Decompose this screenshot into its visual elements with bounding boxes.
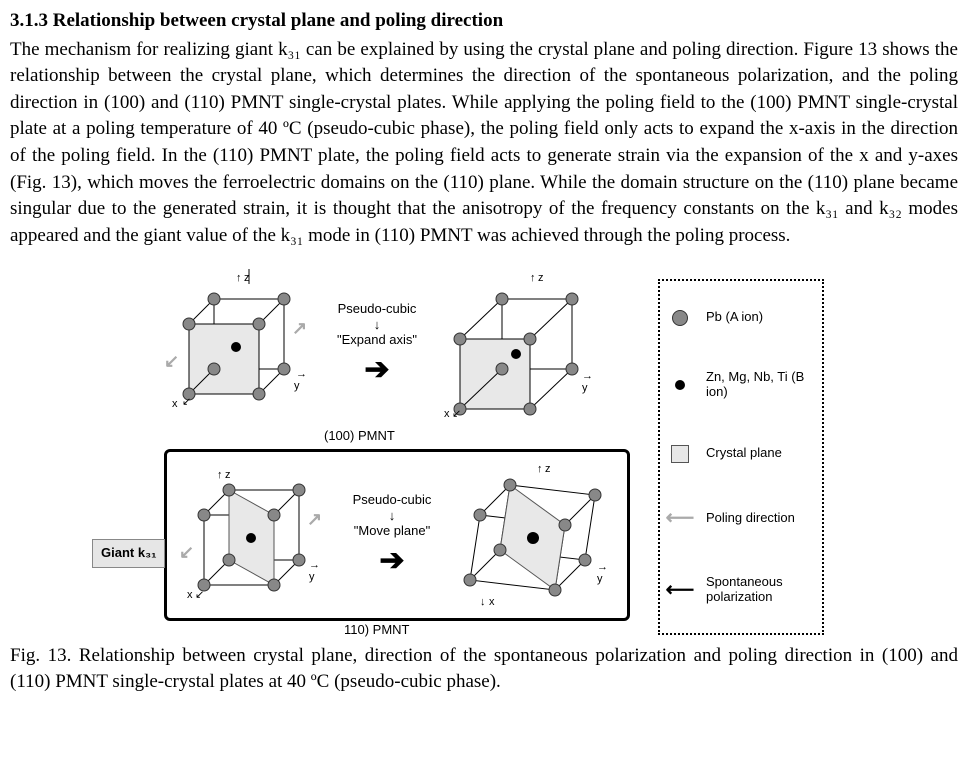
figure-top-row: ↑z → y x ↙ ↙ ↗ Pseudo-cubic ↓ "Expand ax… <box>164 269 600 419</box>
legend-a-ion-label: Pb (A ion) <box>706 310 763 325</box>
bottom-label-below: 110) PMNT <box>344 621 410 639</box>
figure-13: ↑z → y x ↙ ↙ ↗ Pseudo-cubic ↓ "Expand ax… <box>144 259 824 639</box>
plane-square-icon <box>671 445 689 463</box>
svg-text:↙: ↙ <box>179 542 194 562</box>
black-arrow-icon: ⟵ <box>666 579 695 602</box>
transition-title: Pseudo-cubic <box>353 492 432 508</box>
svg-text:→: → <box>582 370 593 382</box>
cube-100-left: ↑z → y x ↙ ↙ ↗ <box>164 269 314 419</box>
down-arrow-icon: ↓ <box>374 317 381 333</box>
svg-text:z: z <box>244 272 250 284</box>
svg-text:↑: ↑ <box>236 272 242 284</box>
body-paragraph: The mechanism for realizing giant k₃₁ ca… <box>10 37 958 250</box>
svg-text:→: → <box>309 559 320 571</box>
legend-spont: ⟵ Spontaneous polarization <box>666 575 816 605</box>
legend-b-ion: Zn, Mg, Nb, Ti (B ion) <box>666 370 816 400</box>
svg-text:z: z <box>225 469 231 481</box>
gray-dot-icon <box>672 310 688 326</box>
svg-text:x: x <box>444 408 450 419</box>
svg-text:↗: ↗ <box>292 318 307 338</box>
cube-110-right: ↑z → y x ↓ <box>455 460 615 610</box>
legend-plane-label: Crystal plane <box>706 446 782 461</box>
svg-text:↑: ↑ <box>530 272 536 284</box>
svg-text:x: x <box>172 398 178 410</box>
legend-poling-label: Poling direction <box>706 511 795 526</box>
svg-text:↙: ↙ <box>452 408 461 419</box>
legend-plane: Crystal plane <box>666 445 816 463</box>
legend-spont-label: Spontaneous polarization <box>706 575 816 605</box>
cube-110-left: ↑z → y x ↙ ↙ ↗ <box>179 460 329 610</box>
svg-text:y: y <box>597 573 603 585</box>
svg-text:→: → <box>597 561 608 573</box>
down-arrow-icon: ↓ <box>389 508 396 524</box>
giant-k31-tag: Giant k₃₁ <box>92 539 165 567</box>
svg-text:z: z <box>538 272 544 284</box>
svg-text:↓: ↓ <box>480 596 486 608</box>
svg-text:x: x <box>187 589 193 601</box>
bottom-transition-label: Pseudo-cubic ↓ "Move plane" ➔ <box>337 492 447 579</box>
right-arrow-icon: ➔ <box>379 543 404 579</box>
svg-text:y: y <box>309 571 315 583</box>
legend-a-ion: Pb (A ion) <box>666 310 816 326</box>
svg-text:↙: ↙ <box>195 589 204 601</box>
right-arrow-icon: ➔ <box>364 352 389 388</box>
gray-arrow-icon: ⟵ <box>666 507 695 530</box>
figure-bottom-row: ↑z → y x ↙ ↙ ↗ Pseudo-cubic ↓ "Move plan… <box>164 449 630 621</box>
svg-text:→: → <box>296 368 307 380</box>
svg-text:z: z <box>545 463 551 475</box>
top-transition-label: Pseudo-cubic ↓ "Expand axis" ➔ <box>322 301 432 388</box>
svg-text:y: y <box>582 382 588 394</box>
svg-text:↑: ↑ <box>537 463 543 475</box>
svg-text:y: y <box>294 380 300 392</box>
svg-text:↗: ↗ <box>307 509 322 529</box>
legend-b-ion-label: Zn, Mg, Nb, Ti (B ion) <box>706 370 816 400</box>
svg-text:x: x <box>489 596 495 608</box>
legend-poling: ⟵ Poling direction <box>666 507 816 530</box>
svg-text:↙: ↙ <box>182 396 191 408</box>
svg-text:↙: ↙ <box>164 351 179 371</box>
cube-100-right: ↑z → y x ↙ <box>440 269 600 419</box>
section-heading: 3.1.3 Relationship between crystal plane… <box>10 8 958 35</box>
figure-legend: Pb (A ion) Zn, Mg, Nb, Ti (B ion) Crysta… <box>658 279 824 635</box>
transition-sub: "Expand axis" <box>337 332 417 348</box>
black-dot-icon <box>675 380 685 390</box>
transition-title: Pseudo-cubic <box>338 301 417 317</box>
figure-caption: Fig. 13. Relationship between crystal pl… <box>10 643 958 694</box>
transition-sub: "Move plane" <box>354 523 430 539</box>
svg-text:↑: ↑ <box>217 469 223 481</box>
top-label-below: (100) PMNT <box>324 427 395 445</box>
